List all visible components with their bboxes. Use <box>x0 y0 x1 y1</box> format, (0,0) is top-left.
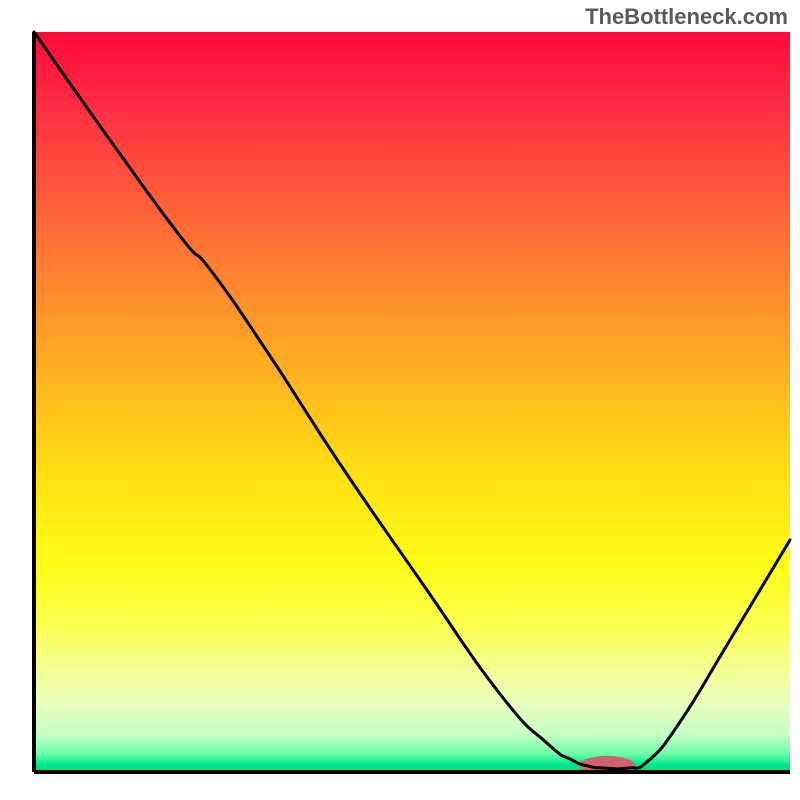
bottleneck-chart <box>0 0 800 800</box>
gradient-background <box>34 32 790 772</box>
chart-container: { "chart": { "type": "line-over-gradient… <box>0 0 800 800</box>
